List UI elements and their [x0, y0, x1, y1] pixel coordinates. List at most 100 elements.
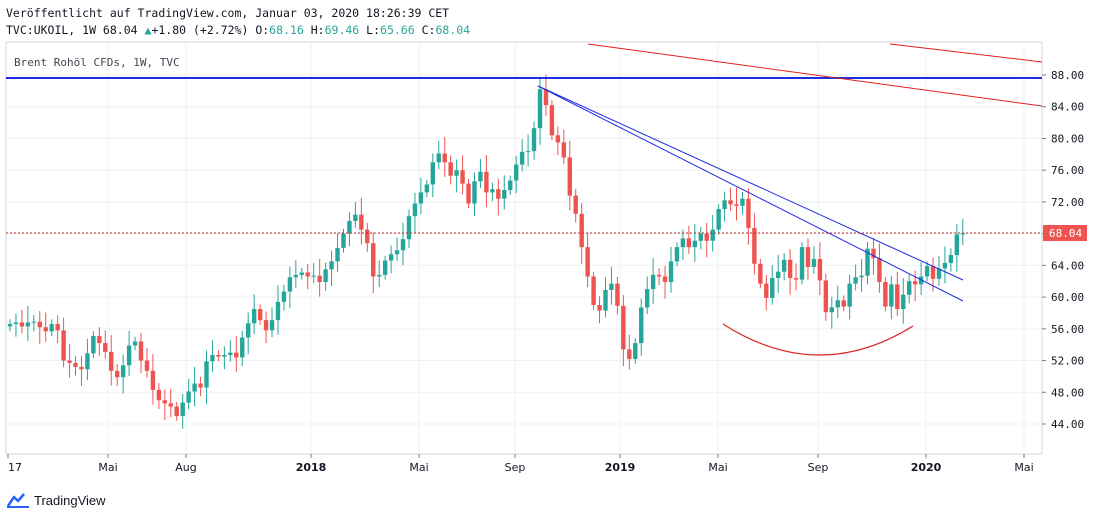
candle-body [7, 324, 13, 327]
last-price-badge [1043, 225, 1087, 241]
candle-body [91, 335, 96, 354]
candle-body [138, 341, 144, 361]
candle-body [246, 323, 251, 338]
candle-body [394, 250, 400, 255]
candle-body [406, 216, 412, 240]
candle-body [180, 402, 185, 417]
candle-body [460, 170, 465, 184]
candle-body [126, 345, 132, 366]
x-tick-label: Mai [1014, 461, 1033, 474]
candle-body [698, 233, 703, 241]
candle-body [275, 301, 281, 321]
candle-body [758, 263, 763, 284]
x-tick-label: Sep [808, 461, 829, 474]
candle-body [317, 275, 322, 283]
candle-body [150, 370, 156, 390]
last-price-label: 68.04 [1049, 227, 1082, 240]
candle-body [889, 284, 894, 307]
time-axis[interactable]: 17 Mai Aug 2018 Mai Sep 2019 Mai Sep 2020 Mai [7, 454, 1034, 474]
candle-body [55, 324, 60, 331]
blue-trendline-lower[interactable] [537, 85, 964, 302]
x-tick-label: Mai [409, 461, 428, 474]
tradingview-logo[interactable]: TradingView [6, 492, 106, 508]
candle-body [49, 324, 54, 332]
candle-body [109, 351, 114, 371]
candle-body [323, 269, 328, 283]
candle-body [490, 189, 495, 193]
red-trendline-upper-right[interactable] [889, 43, 1042, 63]
candle-body [924, 266, 930, 277]
candle-body [847, 283, 852, 307]
x-tick-label: Mai [98, 461, 117, 474]
y-tick-label: 72.00 [1051, 196, 1084, 209]
candle-body [436, 153, 441, 163]
candle-body [710, 229, 715, 241]
candle-body [335, 247, 340, 262]
candle-body [329, 261, 334, 270]
candle-body [728, 200, 733, 205]
candle-body [912, 281, 918, 285]
candle-body [388, 254, 394, 261]
candle-body [609, 283, 614, 290]
candle-body [251, 308, 257, 324]
x-tick-label: Mai [708, 461, 727, 474]
candle-body [752, 228, 757, 264]
candle-body [597, 305, 602, 311]
candle-body [573, 195, 578, 214]
low-value: 65.66 [380, 23, 415, 37]
candle-body [841, 300, 846, 307]
y-tick-label: 44.00 [1051, 418, 1084, 431]
candle-body [484, 171, 489, 193]
candle-body [204, 361, 209, 388]
candle-body [585, 247, 590, 277]
x-tick-label: 2020 [911, 461, 942, 474]
candle-body [722, 200, 727, 210]
candle-body [823, 280, 829, 313]
candle-body [192, 383, 197, 392]
candle-body [216, 354, 221, 357]
candle-body [365, 229, 370, 244]
candle-body [692, 240, 698, 248]
candle-body [400, 239, 406, 251]
price-axis[interactable]: 44.0048.0052.0056.0060.0064.0068.0072.00… [1042, 69, 1084, 431]
candle-body [633, 343, 638, 359]
candle-body [311, 275, 316, 277]
candle-body [805, 247, 811, 267]
published-info: Veröffentlicht auf TradingView.com, Janu… [6, 6, 450, 20]
candle-body [73, 362, 78, 367]
candle-body [901, 294, 906, 309]
candle-body [704, 233, 709, 241]
candle-body [775, 271, 781, 279]
brand-name: TradingView [34, 492, 106, 508]
candle-body [656, 274, 662, 277]
candle-body [954, 234, 960, 256]
candle-body [341, 233, 346, 248]
candle-body [716, 209, 721, 230]
x-tick-label: 17 [8, 461, 22, 474]
candle-body [555, 135, 561, 143]
y-tick-label: 60.00 [1051, 291, 1084, 304]
candle-body [930, 266, 936, 279]
candle-body [877, 258, 882, 283]
candle-body [210, 354, 215, 362]
x-tick-label: Sep [505, 461, 526, 474]
candle-body [764, 283, 769, 298]
candle-body [948, 255, 954, 263]
candle-body [668, 261, 674, 283]
candle-body [883, 282, 888, 307]
candle-body [430, 162, 436, 185]
x-tick-label: 2018 [296, 461, 327, 474]
red-trendline-upper-left[interactable] [587, 43, 1042, 107]
candle-body [31, 321, 37, 323]
candle-body [257, 308, 263, 321]
y-tick-label: 48.00 [1051, 386, 1084, 399]
candle-body [162, 400, 168, 404]
close-value: 68.04 [435, 23, 471, 37]
candle-body [412, 203, 418, 217]
candle-body [918, 276, 924, 285]
candle-body [103, 343, 108, 352]
blue-trendline-upper[interactable] [537, 85, 964, 281]
candle-body [829, 307, 834, 313]
rounded-bottom-arc[interactable] [722, 323, 914, 356]
